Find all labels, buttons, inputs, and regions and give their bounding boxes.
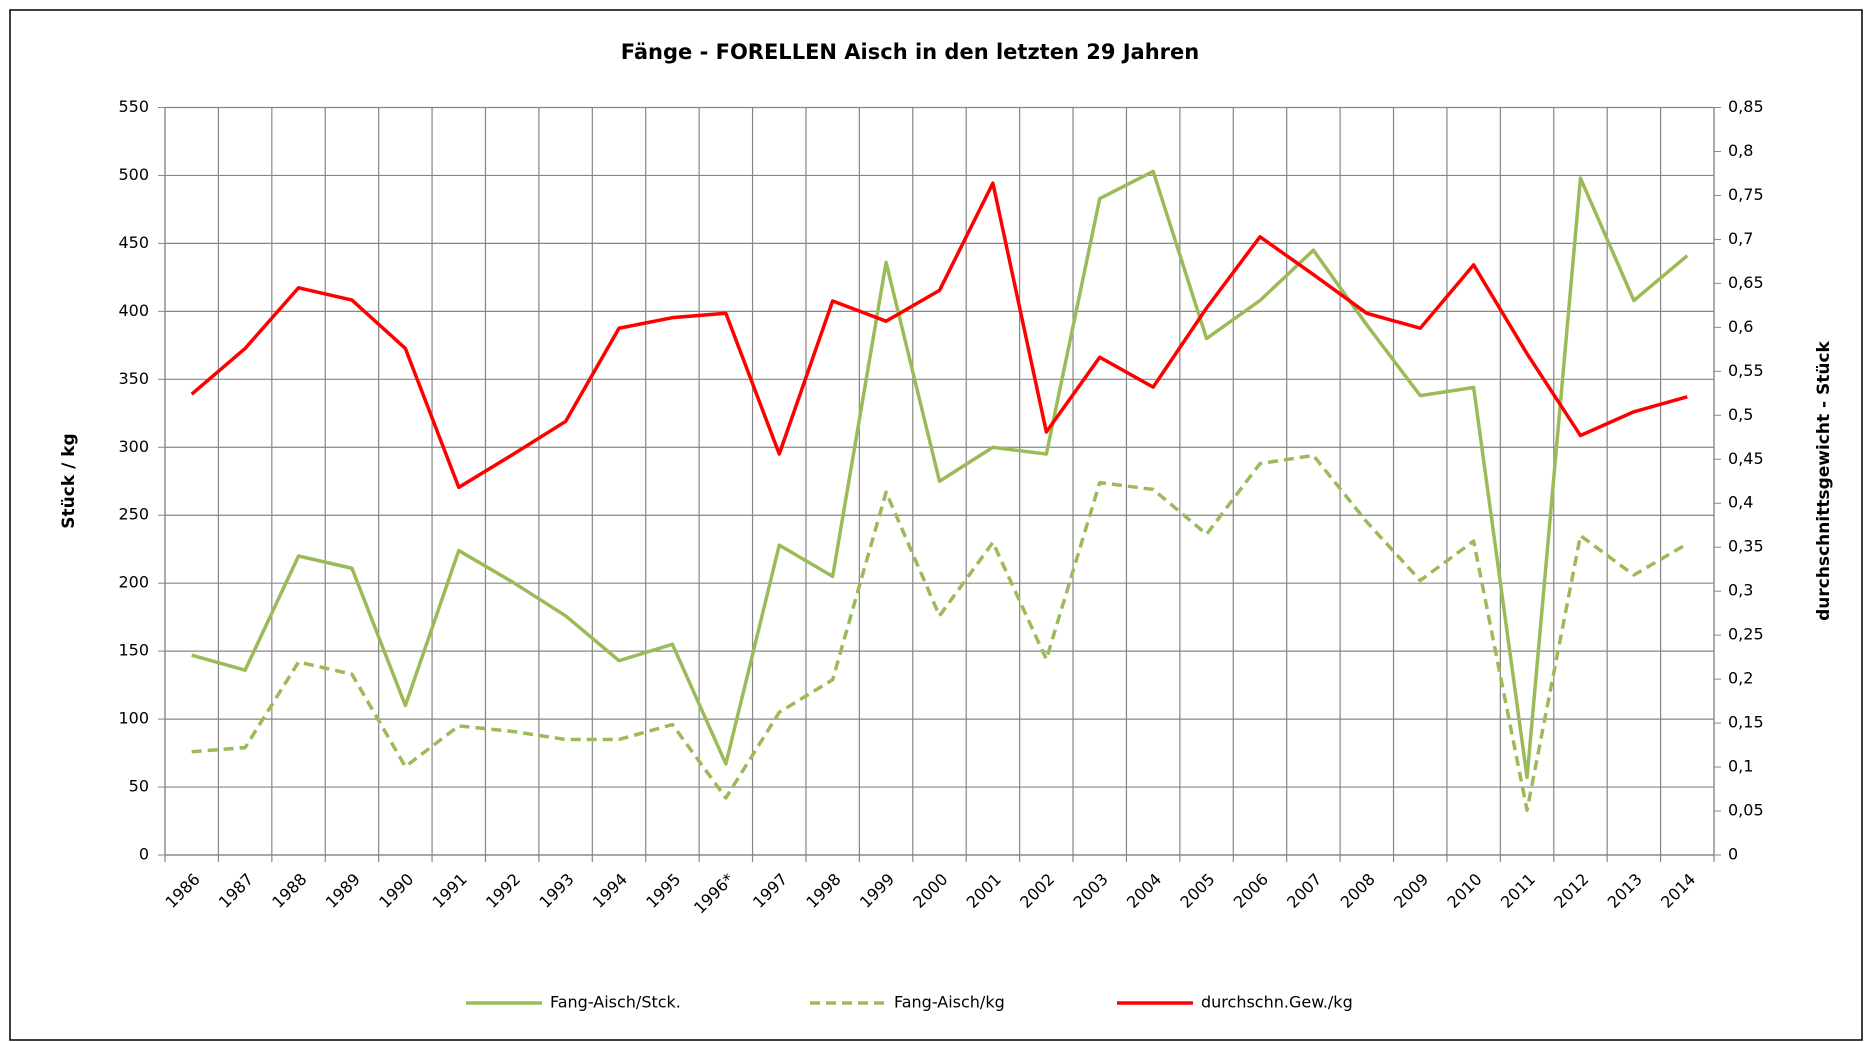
y-tick-label: 250 bbox=[118, 505, 149, 524]
y2-tick-label: 0,5 bbox=[1728, 405, 1753, 424]
y2-tick-label: 0,8 bbox=[1728, 141, 1753, 160]
y2-tick-label: 0,25 bbox=[1728, 625, 1764, 644]
legend-label: durchschn.Gew./kg bbox=[1201, 993, 1353, 1012]
y2-tick-label: 0,1 bbox=[1728, 757, 1753, 776]
series-line bbox=[191, 169, 1689, 780]
y2-tick-label: 0,3 bbox=[1728, 581, 1753, 600]
y2-tick-label: 0,6 bbox=[1728, 317, 1753, 336]
y2-tick-label: 0,45 bbox=[1728, 449, 1764, 468]
y2-tick-label: 0,15 bbox=[1728, 713, 1764, 732]
y-tick-label: 200 bbox=[118, 573, 149, 592]
y-tick-label: 450 bbox=[118, 233, 149, 252]
y-tick-label: 100 bbox=[118, 709, 149, 728]
y2-tick-label: 0,4 bbox=[1728, 493, 1753, 512]
y-tick-label: 550 bbox=[118, 97, 149, 116]
y-axis-title: Stück / kg bbox=[59, 433, 79, 528]
y2-tick-label: 0,75 bbox=[1728, 185, 1764, 204]
y-tick-label: 350 bbox=[118, 369, 149, 388]
y-tick-label: 400 bbox=[118, 301, 149, 320]
y-tick-label: 300 bbox=[118, 437, 149, 456]
y2-tick-label: 0,55 bbox=[1728, 361, 1764, 380]
series-line bbox=[191, 453, 1689, 812]
y2-axis-title: durchschnittsgewicht - Stück bbox=[1814, 340, 1834, 620]
y-tick-label: 150 bbox=[118, 641, 149, 660]
legend-label: Fang-Aisch/kg bbox=[894, 993, 1005, 1012]
y2-tick-label: 0,7 bbox=[1728, 229, 1753, 248]
y-tick-label: 0 bbox=[139, 845, 149, 864]
y2-tick-label: 0,35 bbox=[1728, 537, 1764, 556]
legend-label: Fang-Aisch/Stck. bbox=[550, 993, 681, 1012]
y-tick-label: 50 bbox=[129, 777, 149, 796]
y2-tick-label: 0,85 bbox=[1728, 97, 1764, 116]
y2-tick-label: 0 bbox=[1728, 845, 1738, 864]
series-line bbox=[190, 181, 1688, 490]
y-tick-label: 500 bbox=[118, 165, 149, 184]
chart-title: Fänge - FORELLEN Aisch in den letzten 29… bbox=[621, 40, 1199, 64]
y2-tick-label: 0,2 bbox=[1728, 669, 1753, 688]
y2-tick-label: 0,05 bbox=[1728, 801, 1764, 820]
y2-tick-label: 0,65 bbox=[1728, 273, 1764, 292]
